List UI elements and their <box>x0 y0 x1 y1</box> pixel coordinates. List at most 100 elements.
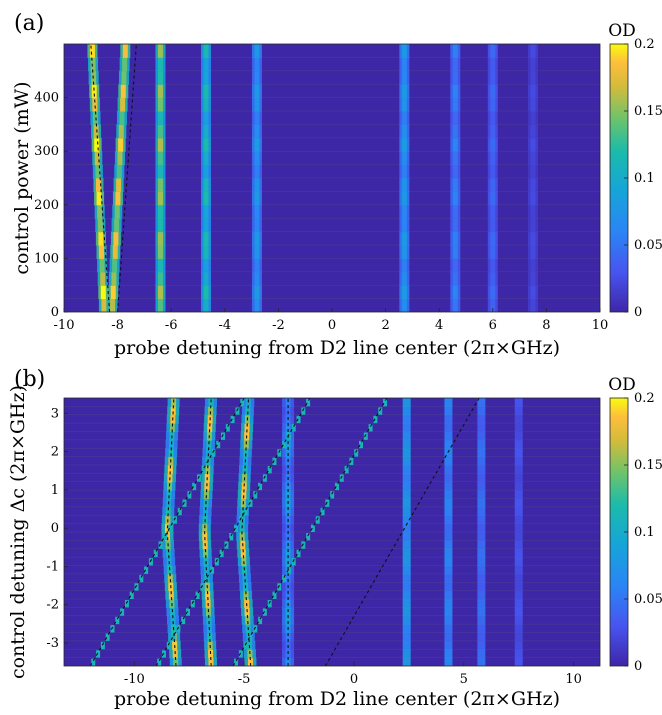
panel-b-static-line-0 <box>402 557 411 566</box>
panel-a-line-7-core <box>490 124 496 139</box>
panel-a-line-8-core <box>530 258 536 273</box>
panel-a-fit-lines <box>90 44 137 312</box>
panel-a-line-1-core <box>111 271 117 286</box>
panel-b-y-tick-label: 1 <box>51 483 59 498</box>
panel-b-band-3-core <box>285 490 291 499</box>
panel-a-line-5-core <box>401 84 407 99</box>
panel-b-static-line-3 <box>514 590 523 600</box>
panel-b-static-line-3 <box>514 632 523 642</box>
panel-a-line-8-core <box>530 178 536 192</box>
panel-a-line-5-core <box>401 124 407 139</box>
panel-a-line-6-core <box>452 164 458 179</box>
panel-b-diagonal-feature-1 <box>229 533 234 541</box>
panel-b-static-line-2 <box>477 548 486 558</box>
panel-a-line-4-core <box>254 151 260 166</box>
panel-a-line-5-core <box>401 164 407 179</box>
panel-b-static-line-2 <box>477 624 486 633</box>
panel-b-static-line-2 <box>477 649 486 659</box>
panel-b-static-line-2 <box>477 448 486 458</box>
panel-b-static-line-0 <box>402 573 411 583</box>
panel-b-band-1-core <box>203 490 209 499</box>
panel-b-diagonal-feature-2 <box>363 432 368 440</box>
panel-b-static-line-3 <box>514 607 523 617</box>
panel-b-diagonal-feature-1 <box>296 415 301 424</box>
panel-b-static-line-0 <box>402 406 411 416</box>
panel-b-static-line-2 <box>477 406 486 416</box>
panel-a-line-2-core <box>157 44 163 58</box>
panel-a-line-6-core <box>452 231 458 246</box>
panel-a-line-5-core <box>401 285 407 300</box>
panel-b-diagonal-feature-0 <box>100 641 105 650</box>
panel-b-static-line-0 <box>402 490 411 499</box>
panel-a-line-3-core <box>203 245 209 259</box>
panel-b-static-line-3 <box>514 582 523 592</box>
panel-b-band-3-core <box>285 615 291 625</box>
panel-b-diagonal-feature-1 <box>195 591 200 599</box>
panel-a-line-0-core <box>100 285 106 300</box>
panel-b-static-line-0 <box>402 465 411 474</box>
panel-a-line-4-core <box>254 124 260 139</box>
panel-b-diagonal-feature-2 <box>272 591 277 599</box>
panel-a-line-2-core <box>157 111 163 125</box>
panel-b-band-2-core <box>239 532 245 541</box>
panel-a-line-5-core <box>401 298 407 312</box>
panel-a-line-8-core <box>530 124 536 139</box>
panel-b-band-3-core <box>285 523 291 533</box>
panel-b-static-line-1 <box>444 406 453 416</box>
panel-a-line-6-core <box>452 298 458 312</box>
panel-a-line-6-core <box>452 204 458 219</box>
panel-b-static-line-0 <box>402 515 411 525</box>
panel-a-line-0-core <box>95 164 101 179</box>
panel-b-colorbar-tick-label: 0.05 <box>634 592 662 607</box>
panel-a-line-7-core <box>490 164 496 179</box>
panel-b-y-tick-label: -2 <box>46 598 59 613</box>
panel-a-label: (a) <box>14 11 44 36</box>
panel-a-line-0-core <box>92 97 98 112</box>
panel-b-diagonal-feature-1 <box>238 516 243 524</box>
panel-a-line-2-core <box>157 178 163 192</box>
panel-b-diagonal-feature-0 <box>216 440 221 449</box>
panel-b-diagonal-feature-1 <box>267 466 272 474</box>
panel-a-line-5-core <box>401 70 407 85</box>
panel-b-static-line-3 <box>514 557 523 566</box>
panel-b-band-3-core <box>285 573 291 583</box>
panel-b-static-line-1 <box>444 582 453 592</box>
panel-b-static-line-3 <box>514 565 523 575</box>
panel-a-line-3-core <box>203 164 209 179</box>
panel-a-line-3-core <box>203 137 209 152</box>
panel-b-band-3-core <box>285 590 291 600</box>
panel-b-x-tick-label: 0 <box>350 672 358 687</box>
panel-b-diagonal-feature-1 <box>272 457 277 465</box>
panel-a-line-4-core <box>254 285 260 300</box>
panel-a-line-6-core <box>452 44 458 58</box>
panel-a-line-8-core <box>530 271 536 286</box>
panel-b-static-line-3 <box>514 406 523 416</box>
panel-b-band-2-core <box>245 406 251 416</box>
panel-b-x-ticks: -10 -5 0 5 10 <box>124 662 582 687</box>
panel-b-static-line-2 <box>477 423 486 432</box>
panel-b-static-line-1 <box>444 414 453 424</box>
panel-a-line-6-core <box>452 57 458 72</box>
panel-b-static-line-0 <box>402 640 411 650</box>
panel-b-static-line-0 <box>402 473 411 483</box>
panel-a-line-3-core <box>203 271 209 286</box>
panel-a-line-3-core <box>203 218 209 233</box>
panel-a-line-8-core <box>530 191 536 206</box>
panel-b-diagonal-feature-2 <box>358 440 363 449</box>
panel-b-colorbar-tick-label: 0 <box>634 659 642 674</box>
panel-a-x-axis-label: probe detuning from D2 line center (2π×G… <box>114 337 560 359</box>
panel-b-static-line-2 <box>477 490 486 499</box>
panel-b-diagonal-feature-2 <box>253 625 258 633</box>
panel-b-static-line-0 <box>402 448 411 458</box>
panel-b-band-3-core <box>285 448 291 458</box>
panel-b-static-line-3 <box>514 431 523 441</box>
panel-b-diagonal-feature-0 <box>96 650 101 658</box>
panel-b-diagonal-feature-1 <box>301 407 306 415</box>
panel-b-static-line-1 <box>444 573 453 583</box>
panel-b-diagonal-feature-1 <box>286 432 291 440</box>
panel-a-line-5-core <box>401 218 407 233</box>
panel-b-diagonal-feature-1 <box>200 583 205 591</box>
panel-a-x-tick-label: -2 <box>272 318 285 333</box>
panel-a-line-3-core <box>203 298 209 312</box>
panel-a-x-tick-label: -8 <box>111 318 124 333</box>
